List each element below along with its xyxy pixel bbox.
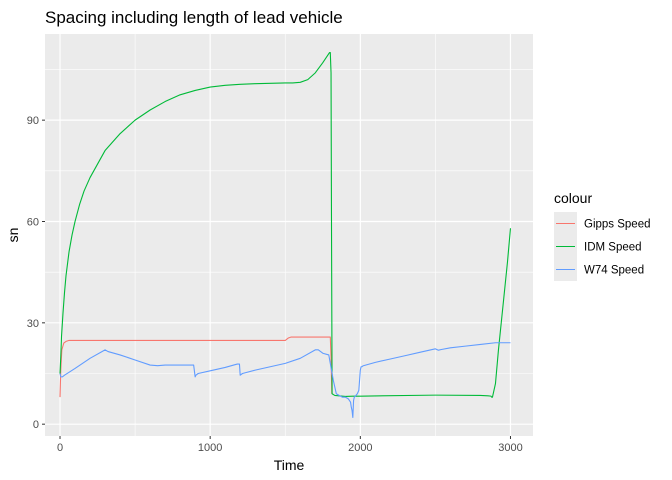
x-tick-label: 0 — [57, 442, 63, 454]
x-tick-label: 2000 — [348, 442, 372, 454]
legend-label-idm-speed: IDM Speed — [584, 242, 642, 254]
series-line-w74-speed — [59, 342, 511, 418]
y-tick-label: 90 — [27, 115, 39, 127]
axis-ticks: 0 1000 2000 3000 0 30 60 90 — [27, 115, 523, 454]
x-tick-label: 1000 — [198, 442, 222, 454]
plot-panel — [45, 34, 533, 436]
grid-lines — [45, 34, 533, 436]
legend-title: colour — [554, 190, 592, 206]
y-tick-label: 0 — [33, 419, 39, 431]
legend-label-gipps-speed: Gipps Speed — [584, 219, 651, 231]
chart-title: Spacing including length of lead vehicle — [45, 8, 343, 27]
y-axis-title: sn — [5, 228, 21, 243]
x-axis-title: Time — [274, 457, 305, 473]
legend-items: Gipps Speed IDM Speed W74 Speed — [554, 212, 651, 281]
series-line-idm-speed — [59, 52, 512, 398]
y-tick-label: 30 — [27, 318, 39, 330]
x-tick-label: 3000 — [498, 442, 522, 454]
series-line-gipps-speed — [59, 336, 333, 398]
y-tick-label: 60 — [27, 216, 39, 228]
legend: colour Gipps Speed IDM Speed W74 Speed — [554, 190, 651, 281]
legend-label-w74-speed: W74 Speed — [584, 265, 644, 277]
series-layer — [59, 52, 512, 418]
